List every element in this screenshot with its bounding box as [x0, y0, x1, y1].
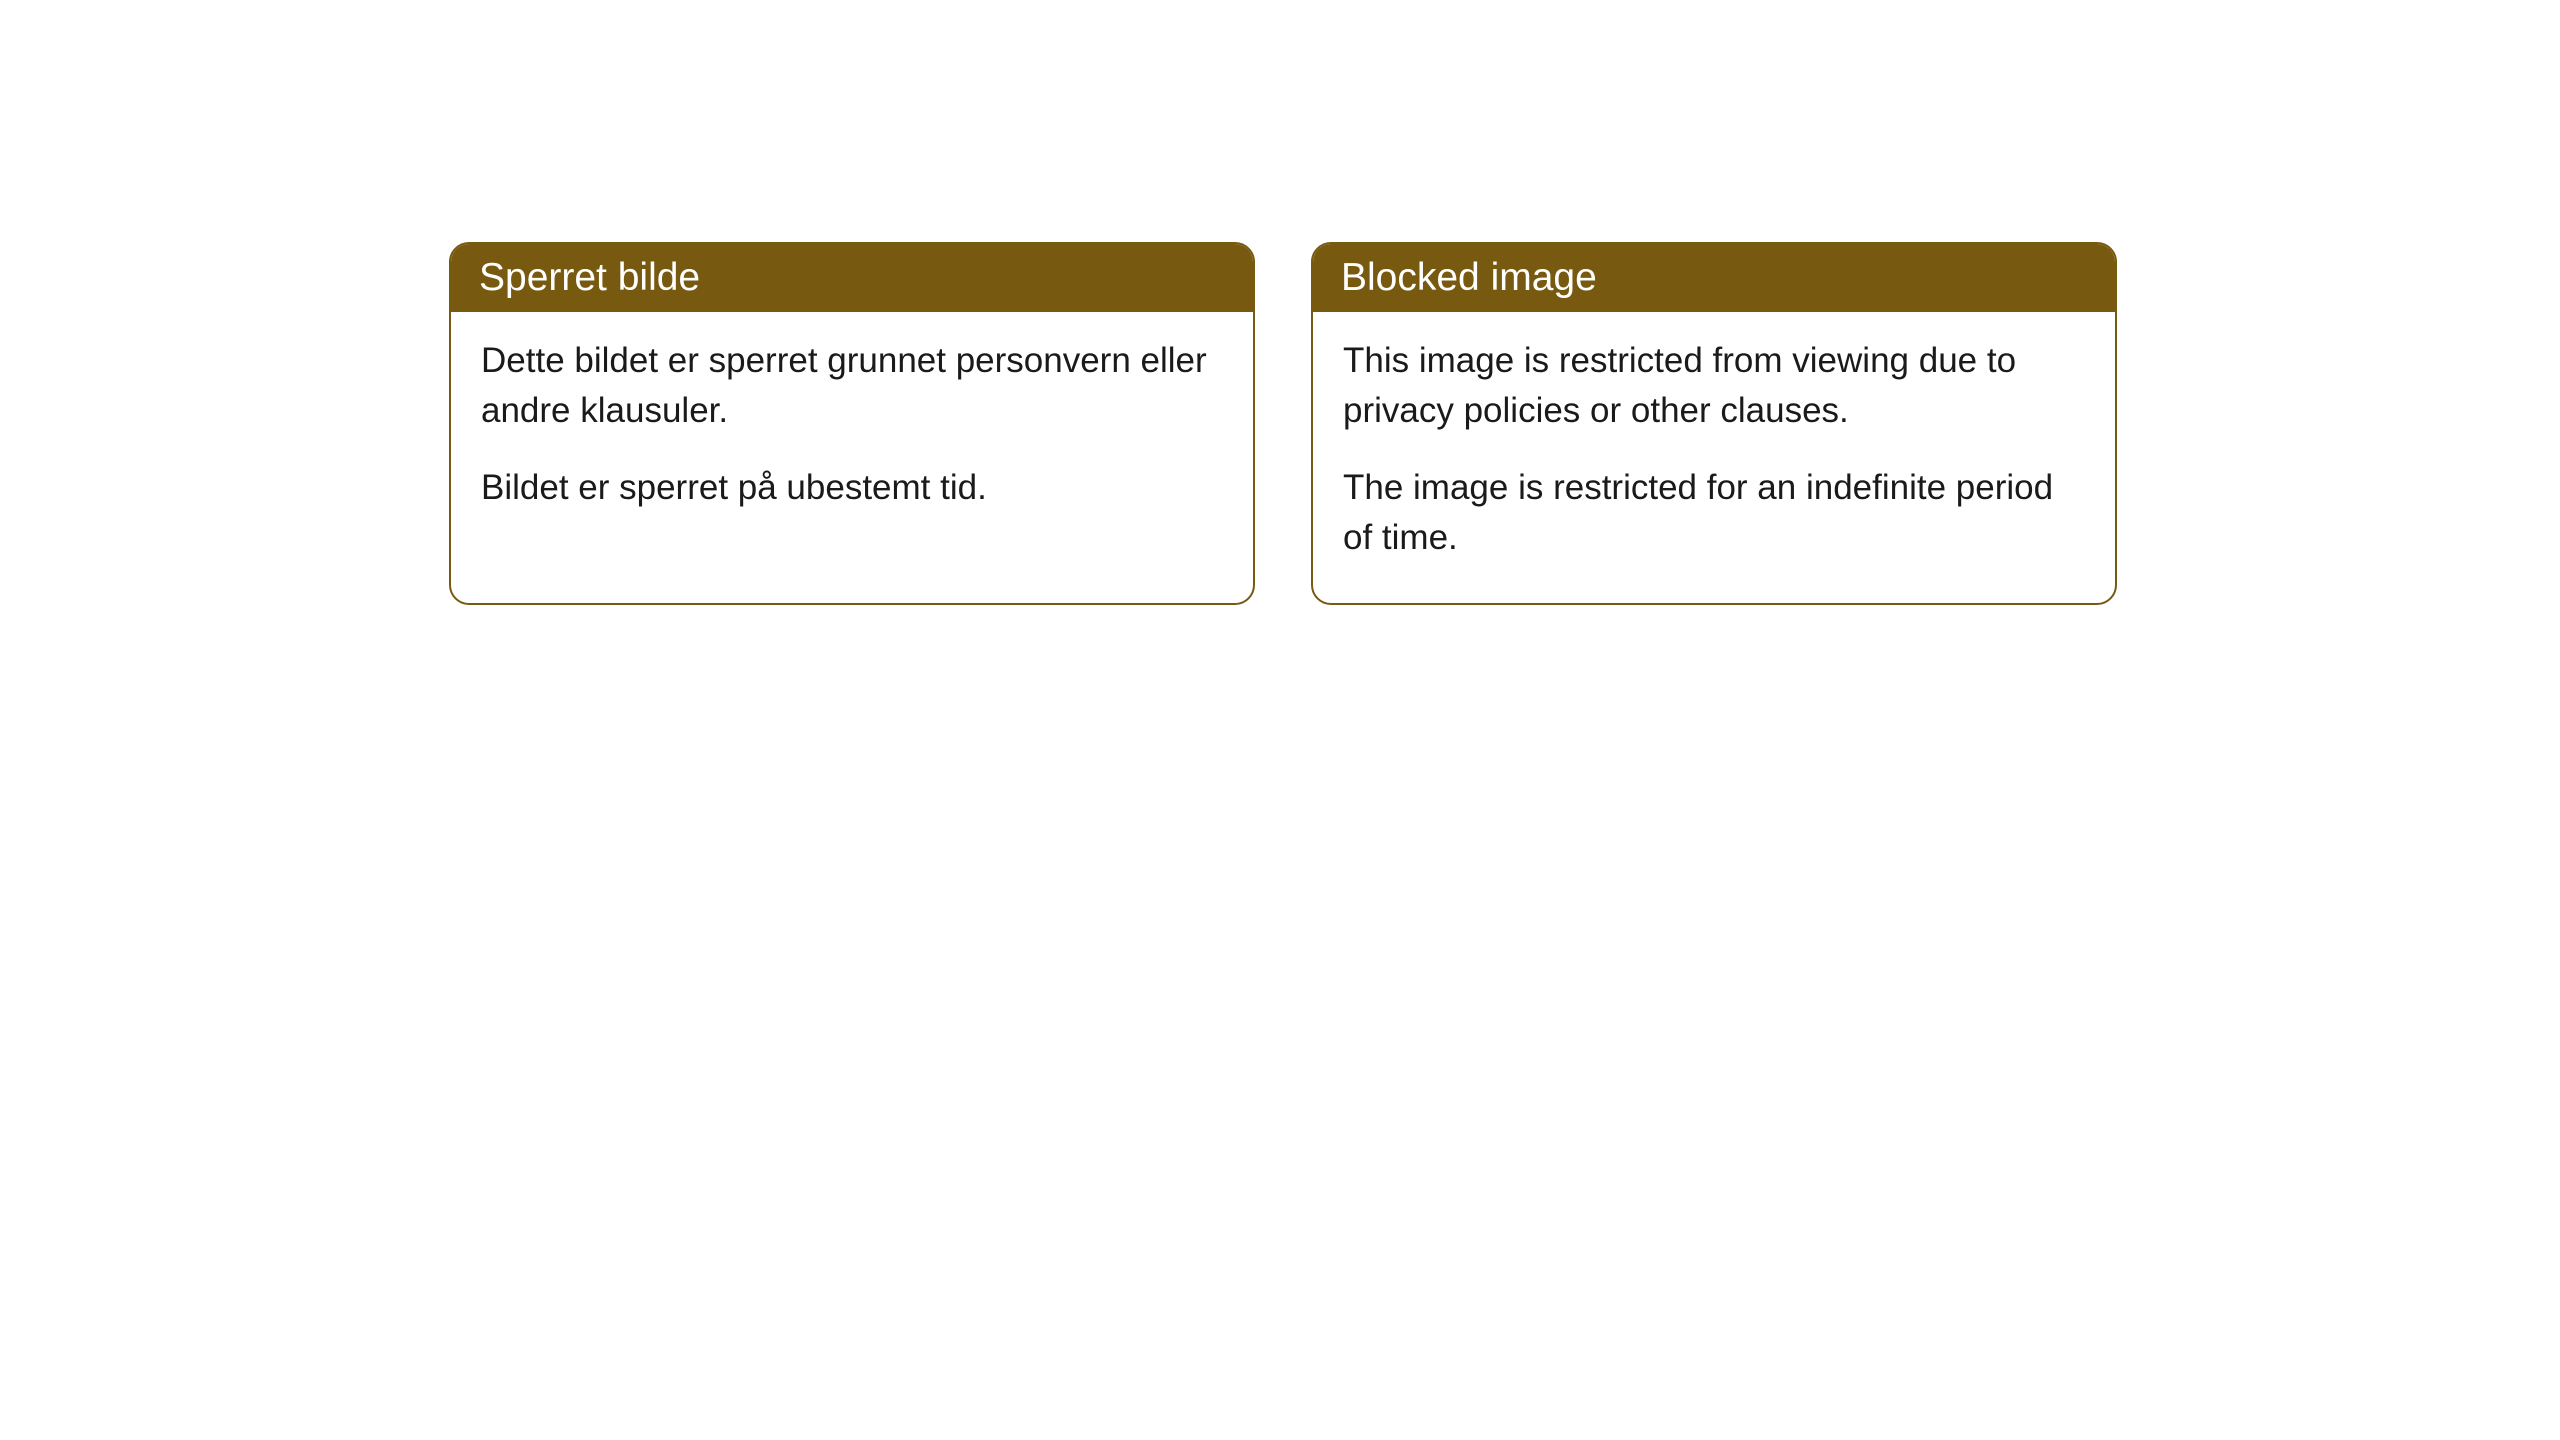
card-body-norwegian: Dette bildet er sperret grunnet personve… — [451, 312, 1253, 553]
card-text-english-1: This image is restricted from viewing du… — [1343, 336, 2085, 435]
card-header-english: Blocked image — [1313, 244, 2115, 312]
card-text-english-2: The image is restricted for an indefinit… — [1343, 463, 2085, 562]
blocked-image-card-norwegian: Sperret bilde Dette bildet er sperret gr… — [449, 242, 1255, 605]
card-text-norwegian-2: Bildet er sperret på ubestemt tid. — [481, 463, 1223, 513]
card-text-norwegian-1: Dette bildet er sperret grunnet personve… — [481, 336, 1223, 435]
blocked-image-card-english: Blocked image This image is restricted f… — [1311, 242, 2117, 605]
card-body-english: This image is restricted from viewing du… — [1313, 312, 2115, 603]
cards-container: Sperret bilde Dette bildet er sperret gr… — [449, 242, 2560, 605]
card-header-norwegian: Sperret bilde — [451, 244, 1253, 312]
